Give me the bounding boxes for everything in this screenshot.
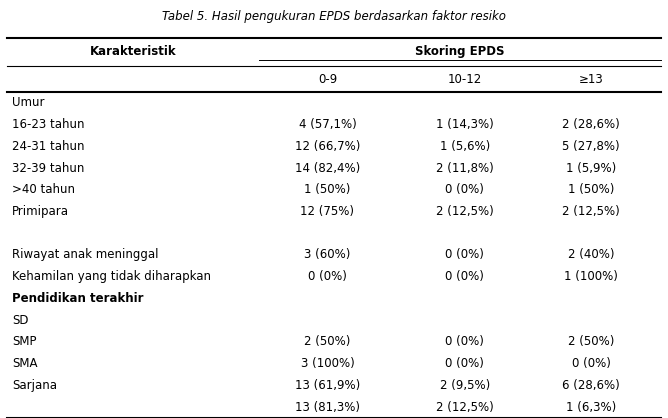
Text: SD: SD <box>12 314 29 327</box>
Text: 10-12: 10-12 <box>448 72 482 86</box>
Text: 5 (27,8%): 5 (27,8%) <box>562 140 620 153</box>
Text: 2 (11,8%): 2 (11,8%) <box>436 161 494 175</box>
Text: Tabel 5. Hasil pengukuran EPDS berdasarkan faktor resiko: Tabel 5. Hasil pengukuran EPDS berdasark… <box>162 10 506 23</box>
Text: 1 (100%): 1 (100%) <box>564 270 618 283</box>
Text: >40 tahun: >40 tahun <box>12 183 75 196</box>
Text: 0 (0%): 0 (0%) <box>446 248 484 262</box>
Text: 0 (0%): 0 (0%) <box>308 270 347 283</box>
Text: 16-23 tahun: 16-23 tahun <box>12 118 85 131</box>
Text: 12 (66,7%): 12 (66,7%) <box>295 140 360 153</box>
Text: 3 (100%): 3 (100%) <box>301 357 354 370</box>
Text: SMP: SMP <box>12 335 37 349</box>
Text: Karakteristik: Karakteristik <box>90 45 176 59</box>
Text: 24-31 tahun: 24-31 tahun <box>12 140 85 153</box>
Text: 0 (0%): 0 (0%) <box>446 270 484 283</box>
Text: Sarjana: Sarjana <box>12 379 57 392</box>
Text: 1 (5,9%): 1 (5,9%) <box>566 161 616 175</box>
Text: 1 (6,3%): 1 (6,3%) <box>566 400 616 414</box>
Text: 13 (81,3%): 13 (81,3%) <box>295 400 360 414</box>
Text: 2 (28,6%): 2 (28,6%) <box>562 118 620 131</box>
Text: Umur: Umur <box>12 96 45 110</box>
Text: 2 (12,5%): 2 (12,5%) <box>436 205 494 218</box>
Text: SMA: SMA <box>12 357 37 370</box>
Text: 32-39 tahun: 32-39 tahun <box>12 161 84 175</box>
Text: 0 (0%): 0 (0%) <box>446 335 484 349</box>
Text: 1 (50%): 1 (50%) <box>568 183 614 196</box>
Text: 2 (9,5%): 2 (9,5%) <box>440 379 490 392</box>
Text: 3 (60%): 3 (60%) <box>304 248 351 262</box>
Text: Pendidikan terakhir: Pendidikan terakhir <box>12 292 144 305</box>
Text: 1 (50%): 1 (50%) <box>304 183 351 196</box>
Text: Primipara: Primipara <box>12 205 69 218</box>
Text: 2 (12,5%): 2 (12,5%) <box>436 400 494 414</box>
Text: ≥13: ≥13 <box>578 72 603 86</box>
Text: 0 (0%): 0 (0%) <box>446 183 484 196</box>
Text: 2 (12,5%): 2 (12,5%) <box>562 205 620 218</box>
Text: 0 (0%): 0 (0%) <box>572 357 611 370</box>
Text: 2 (50%): 2 (50%) <box>568 335 614 349</box>
Text: 4 (57,1%): 4 (57,1%) <box>299 118 356 131</box>
Text: 1 (14,3%): 1 (14,3%) <box>436 118 494 131</box>
Text: 0-9: 0-9 <box>318 72 337 86</box>
Text: 14 (82,4%): 14 (82,4%) <box>295 161 360 175</box>
Text: 2 (50%): 2 (50%) <box>304 335 351 349</box>
Text: 13 (61,9%): 13 (61,9%) <box>295 379 360 392</box>
Text: 12 (75%): 12 (75%) <box>301 205 355 218</box>
Text: Skoring EPDS: Skoring EPDS <box>415 45 505 59</box>
Text: 6 (28,6%): 6 (28,6%) <box>562 379 620 392</box>
Text: 2 (40%): 2 (40%) <box>568 248 614 262</box>
Text: Riwayat anak meninggal: Riwayat anak meninggal <box>12 248 158 262</box>
Text: 1 (5,6%): 1 (5,6%) <box>440 140 490 153</box>
Text: 0 (0%): 0 (0%) <box>446 357 484 370</box>
Text: Kehamilan yang tidak diharapkan: Kehamilan yang tidak diharapkan <box>12 270 211 283</box>
